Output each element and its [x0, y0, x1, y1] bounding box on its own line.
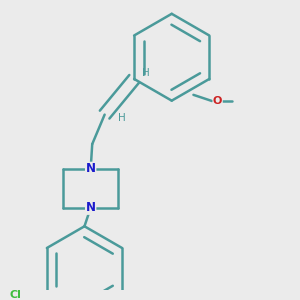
Text: N: N	[86, 201, 96, 214]
Text: N: N	[86, 162, 96, 176]
Text: O: O	[213, 96, 222, 106]
Text: H: H	[142, 68, 150, 78]
Text: H: H	[118, 113, 126, 123]
Text: Cl: Cl	[10, 290, 22, 299]
